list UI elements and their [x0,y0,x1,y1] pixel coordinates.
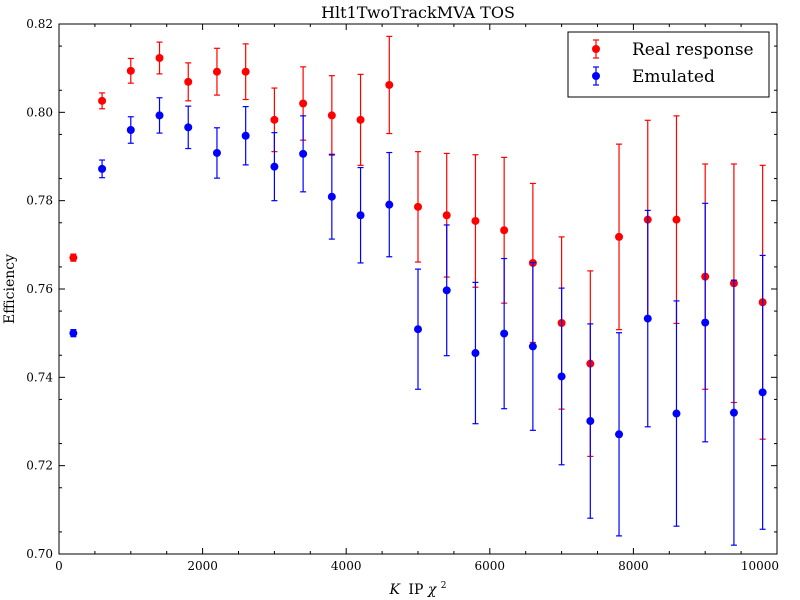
x-tick-label: 4000 [331,559,362,573]
x-axis-label-sup: 2 [441,581,447,591]
y-tick-label: 0.70 [26,547,53,561]
legend-marker [592,45,600,53]
data-point [528,342,537,351]
data-point [586,417,595,426]
data-point [212,148,221,157]
data-point [98,96,107,105]
legend: Real response Emulated [567,31,770,98]
data-point [672,215,681,224]
data-point [385,200,394,209]
data-point [270,115,279,124]
data-point [184,77,193,86]
data-point [327,192,336,201]
data-point [729,408,738,417]
y-axis-label: Efficiency [2,254,18,324]
x-axis-label-main: IP [408,582,423,598]
x-axis-label-italic: K [389,582,402,598]
data-point [385,80,394,89]
y-axis: 0.70 0.72 0.74 0.76 0.78 0.80 0.82 [26,17,777,561]
x-axis: 0 2000 4000 6000 8000 10000 [55,24,779,573]
data-point [126,126,135,134]
legend-label: Emulated [632,67,715,87]
y-tick-label: 0.76 [26,282,53,296]
data-point [471,349,480,358]
data-point [241,131,250,140]
data-point [155,54,164,63]
data-point [299,99,308,108]
data-point [126,66,135,75]
data-point [701,318,710,327]
data-point [672,409,681,418]
data-point [442,211,451,220]
legend-label: Real response [632,40,754,60]
data-point [98,164,107,173]
legend-box [567,31,770,98]
y-tick-label: 0.78 [26,194,53,208]
data-point [299,149,308,158]
data-point [758,388,767,397]
data-point [69,329,78,338]
data-point [471,216,480,225]
data-point [414,202,422,211]
x-axis-label-chi: χ [427,582,438,598]
x-axis-label: K IP χ 2 [389,581,447,598]
series-real-response [69,35,767,457]
data-point [356,211,365,220]
data-point [184,123,193,132]
data-point [327,111,336,120]
data-point [270,162,279,171]
data-point [557,372,566,381]
data-point [241,67,250,76]
x-tick-label: 6000 [475,559,506,573]
data-point [615,430,624,439]
data-point [414,325,422,334]
data-point [500,329,509,338]
x-tick-label: 2000 [187,559,218,573]
data-point [69,253,78,262]
data-point [500,226,509,235]
x-tick-label: 0 [55,559,63,573]
data-point [212,67,221,76]
y-tick-label: 0.72 [26,459,53,473]
legend-marker [592,72,600,80]
y-tick-label: 0.82 [26,17,53,31]
data-point [356,115,365,124]
data-point [442,286,451,295]
data-point [643,314,652,323]
data-series [69,35,767,546]
data-point [615,232,624,241]
y-tick-label: 0.80 [26,105,53,119]
y-tick-label: 0.74 [26,370,53,384]
x-tick-label: 10000 [741,559,779,573]
x-tick-label: 8000 [618,559,649,573]
series-emulated [69,97,767,546]
data-point [155,111,164,120]
chart-title: Hlt1TwoTrackMVA TOS [321,3,515,22]
